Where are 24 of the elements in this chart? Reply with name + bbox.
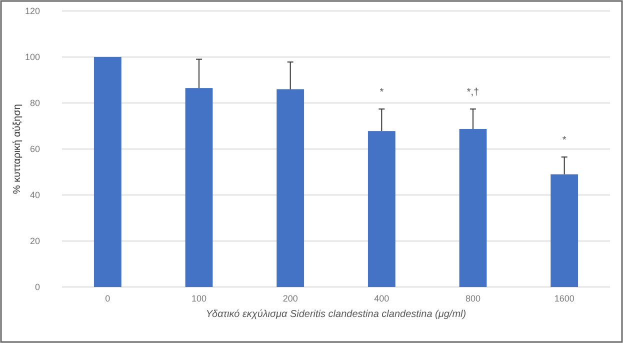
bar bbox=[276, 89, 304, 287]
annotation: *,† bbox=[466, 86, 480, 98]
y-tick-label: 120 bbox=[24, 6, 40, 16]
y-axis-title: % κυτταρική αύξηση bbox=[12, 104, 23, 194]
annotation: * bbox=[380, 86, 384, 98]
y-tick-label: 60 bbox=[30, 144, 40, 154]
y-tick-label: 100 bbox=[24, 52, 40, 62]
bar bbox=[368, 131, 396, 287]
x-tick-label: 200 bbox=[282, 293, 298, 304]
y-tick-label: 80 bbox=[30, 98, 40, 108]
x-axis-title: Υδατικό εκχύλισμα Sideritis clandestina clandestina (μg/ml) bbox=[206, 309, 466, 320]
x-tick-label: 100 bbox=[191, 293, 207, 304]
y-tick-label: 40 bbox=[30, 190, 40, 200]
bar bbox=[94, 57, 122, 287]
y-tick-label: 20 bbox=[30, 236, 40, 246]
bar bbox=[550, 174, 578, 287]
bar bbox=[185, 88, 213, 287]
annotation: * bbox=[562, 135, 566, 146]
bar bbox=[459, 128, 487, 287]
x-tick-label: 0 bbox=[105, 293, 110, 304]
x-tick-label: 800 bbox=[465, 293, 481, 304]
x-tick-label: 400 bbox=[374, 293, 390, 304]
y-tick-label: 0 bbox=[34, 282, 40, 292]
x-tick-label: 1600 bbox=[554, 293, 574, 304]
